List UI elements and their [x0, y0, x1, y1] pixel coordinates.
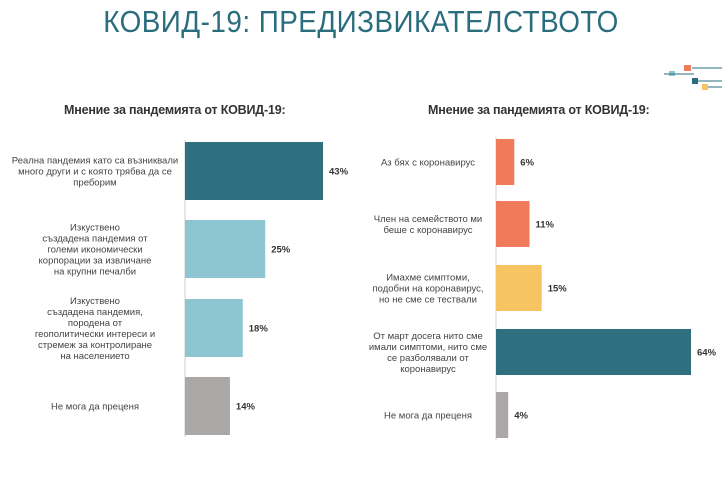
left-bar-2 [185, 220, 266, 278]
left-category-label-2: Изкуствено създадена пандемия от големи ик… [39, 223, 152, 278]
right-value-label-1: 6% [520, 158, 534, 169]
right-chart-title: Мнение за пандемията от КОВИД-19: [428, 103, 650, 117]
right-category-label-2: Член на семейството ми беше с коронавирус [374, 214, 483, 236]
left-chart-title: Мнение за пандемията от КОВИД-19: [64, 103, 286, 117]
right-bar-1 [496, 139, 515, 185]
right-bar-3 [496, 265, 542, 311]
right-value-label-3: 15% [548, 284, 568, 295]
right-category-label-3: Имахме симптоми, подобни на коронавирус, н… [372, 273, 483, 306]
right-value-label-4: 64% [697, 348, 717, 359]
left-value-label-3: 18% [249, 324, 269, 335]
left-bar-3 [185, 299, 243, 357]
right-bar-5 [496, 392, 509, 438]
right-category-label-4: От март досега нито сме имали симптоми, н… [369, 331, 487, 375]
right-category-label-5: Не мога да преценя [384, 411, 472, 422]
left-bar-chart: 43% Реална пандемия като са възниквали мно… [12, 140, 349, 437]
left-bar-1 [185, 142, 323, 200]
right-value-label-5: 4% [514, 411, 528, 422]
right-bar-2 [496, 201, 530, 247]
left-value-label-2: 25% [271, 245, 291, 256]
right-category-label-1: Аз бях с коронавирус [381, 158, 475, 169]
decorative-lines-icon [664, 65, 722, 90]
left-category-label-1: Реална пандемия като са възниквали много … [12, 156, 178, 189]
left-value-label-4: 14% [236, 402, 256, 413]
page-title: КОВИД-19: ПРЕДИЗВИКАТЕЛСТВОТО [103, 4, 619, 39]
left-category-label-4: Не мога да преценя [51, 402, 139, 413]
right-bar-4 [496, 329, 691, 375]
right-bar-chart: 6% Аз бях с коронавирус 11% Член на семейст… [369, 137, 717, 440]
right-value-label-2: 11% [536, 220, 555, 231]
left-bar-4 [185, 377, 230, 435]
left-value-label-1: 43% [329, 167, 349, 178]
left-category-label-3: Изкуствено създадена пандемия, породена от… [35, 296, 155, 362]
